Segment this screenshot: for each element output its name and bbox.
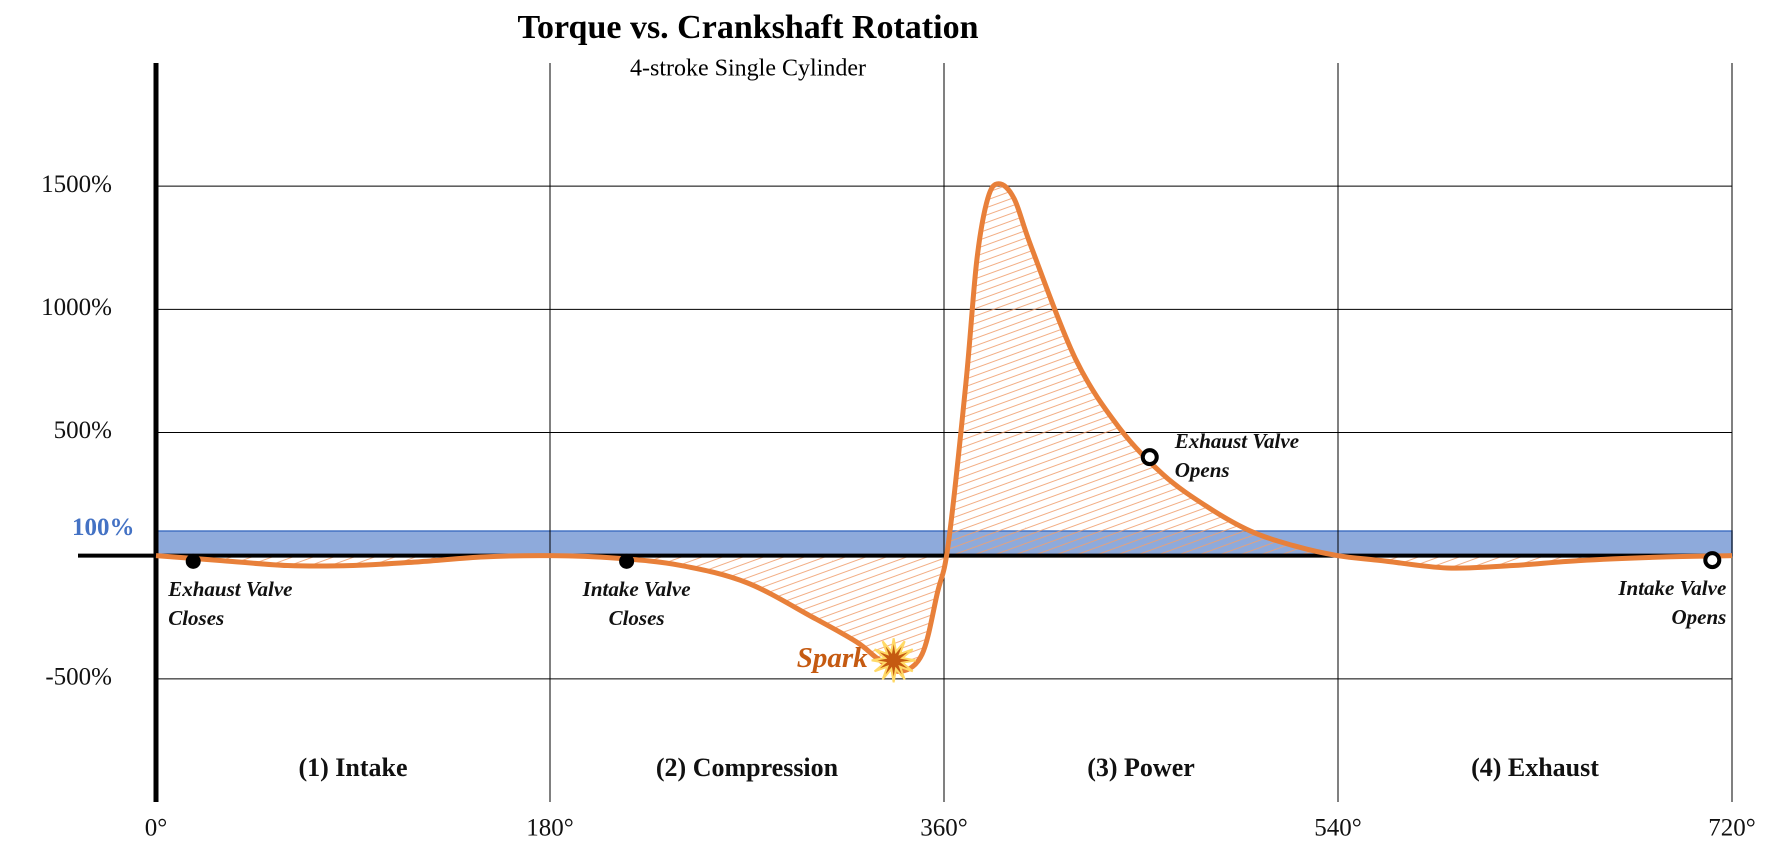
torque-line: [155, 181, 1733, 674]
y-tick-label: 500%: [54, 417, 112, 444]
x-tick-label: 180°: [526, 815, 574, 842]
annotation-marker: [619, 553, 635, 569]
annotation-label: Intake Valve: [1617, 576, 1726, 600]
y-tick-label: 1500%: [41, 171, 112, 198]
x-tick-label: 540°: [1314, 815, 1362, 842]
phase-label: (4) Exhaust: [1471, 753, 1599, 782]
phase-label: (1) Intake: [298, 753, 407, 782]
annotation-marker: [185, 553, 201, 569]
chart-title: Torque vs. Crankshaft Rotation: [518, 9, 979, 46]
annotation-label: Opens: [1671, 605, 1726, 629]
annotation-label: Closes: [168, 606, 224, 630]
y-tick-label: 1000%: [41, 294, 112, 321]
y-tick-label: -500%: [45, 664, 112, 691]
annotation-marker: [1703, 551, 1722, 570]
phase-label: (2) Compression: [656, 753, 839, 782]
annotation-label: Exhaust Valve: [167, 577, 292, 601]
spark-marker: [871, 638, 916, 683]
x-tick-label: 720°: [1708, 815, 1756, 842]
chart-subtitle: 4-stroke Single Cylinder: [630, 56, 866, 82]
x-tick-label: 0°: [145, 815, 168, 842]
annotation-label: Intake Valve: [582, 577, 691, 601]
reference-band-label: 100%: [72, 514, 135, 541]
annotation-label: Closes: [609, 606, 665, 630]
spark-label: Spark: [797, 642, 868, 674]
annotation-label: Exhaust Valve: [1174, 429, 1299, 453]
x-tick-label: 360°: [920, 815, 968, 842]
phase-label: (3) Power: [1087, 753, 1195, 782]
annotation-label: Opens: [1175, 458, 1230, 482]
annotation-marker: [1140, 448, 1159, 467]
